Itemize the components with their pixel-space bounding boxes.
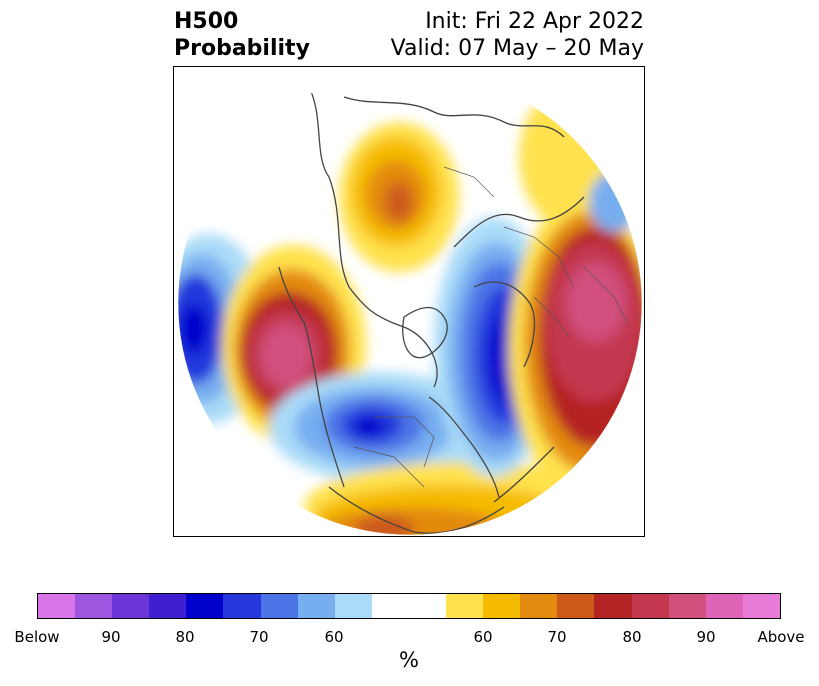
- colorbar-tick-label: 80: [622, 628, 642, 646]
- hudson-bay-below-anomaly: [269, 372, 489, 482]
- valid-period-label: Valid: 07 May – 20 May: [390, 36, 644, 61]
- colorbar-unit-label: %: [399, 648, 419, 672]
- siberia-above-anomaly: [339, 122, 459, 272]
- colorbar-swatch: [112, 594, 150, 618]
- colorbar-swatch: [371, 594, 409, 618]
- title-right: Init: Fri 22 Apr 2022 Valid: 07 May – 20…: [391, 8, 644, 62]
- colorbar-swatch: [334, 594, 372, 618]
- colorbar-swatch: [223, 594, 261, 618]
- colorbar-tick-label: 90: [696, 628, 716, 646]
- title-left: H500 Probability: [174, 8, 310, 62]
- coastlines: [278, 86, 585, 534]
- colorbar-swatch: [297, 594, 335, 618]
- colorbar-swatch: [38, 594, 76, 618]
- colorbar-tick-label: 60: [324, 628, 344, 646]
- colorbar-swatch: [408, 594, 447, 618]
- colorbar-tick-label: 70: [547, 628, 567, 646]
- product-label: Probability: [174, 36, 310, 61]
- colorbar-swatch: [594, 594, 632, 618]
- eurasia-above-anomaly: [509, 197, 642, 497]
- probability-map: [177, 70, 643, 536]
- colorbar-swatch: [483, 594, 521, 618]
- colorbar-swatch: [705, 594, 743, 618]
- colorbar-swatch: [631, 594, 669, 618]
- init-date-label: Init: Fri 22 Apr 2022: [425, 9, 644, 34]
- colorbar-tick-label: 60: [473, 628, 493, 646]
- colorbar-tick-label: Below: [14, 628, 60, 646]
- colorbar-swatch: [742, 594, 780, 618]
- colorbar: [37, 593, 781, 619]
- colorbar-swatch: [446, 594, 484, 618]
- political-borders: [353, 166, 630, 488]
- colorbar-swatch: [260, 594, 298, 618]
- colorbar-tick-label: Above: [757, 628, 805, 646]
- variable-label: H500: [174, 9, 239, 34]
- map-disk-edge: [177, 70, 643, 536]
- map-panel: [173, 66, 645, 537]
- colorbar-swatch: [520, 594, 558, 618]
- colorbar-swatch: [149, 594, 187, 618]
- colorbar-swatch: [668, 594, 706, 618]
- colorbar-tick-label: 80: [175, 628, 195, 646]
- colorbar-swatch: [557, 594, 595, 618]
- ne-below-fringe: [589, 172, 639, 232]
- colorbar-tick-label: 90: [101, 628, 121, 646]
- colorbar-tick-label: 70: [249, 628, 269, 646]
- colorbar-swatch: [75, 594, 113, 618]
- colorbar-swatch: [186, 594, 224, 618]
